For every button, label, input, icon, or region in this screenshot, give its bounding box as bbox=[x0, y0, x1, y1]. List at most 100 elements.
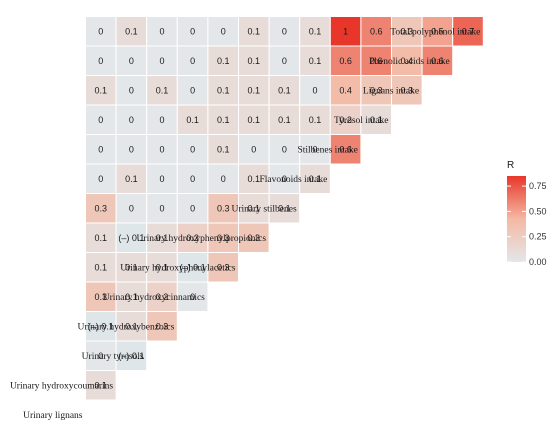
heatmap-cell bbox=[421, 16, 454, 47]
cell-value-label: 0.1 bbox=[217, 56, 230, 66]
cell-value-label: 0 bbox=[159, 26, 164, 36]
cell-value-label: (–) 0.1 bbox=[118, 233, 144, 243]
cell-value-label: 0.1 bbox=[156, 233, 169, 243]
cell-value-label: 0 bbox=[159, 56, 164, 66]
heatmap-cell bbox=[85, 193, 117, 224]
cell-value-label: (–) 0.1 bbox=[88, 321, 114, 331]
cell-value-label: (–) 0.1 bbox=[118, 351, 144, 361]
cell-value-label: 0 bbox=[129, 115, 134, 125]
variable-label: Flavonoids intake bbox=[259, 175, 327, 185]
heatmap-cell bbox=[452, 16, 484, 47]
heatmap-cell bbox=[299, 45, 331, 76]
cell-value-label: 0.1 bbox=[95, 233, 108, 243]
heatmap-cell bbox=[115, 45, 148, 76]
heatmap-cell bbox=[268, 104, 301, 135]
cell-value-label: 0 bbox=[190, 56, 195, 66]
heatmap-cell bbox=[299, 163, 331, 194]
heatmap-cell bbox=[115, 193, 148, 224]
heatmap-cell bbox=[146, 45, 178, 76]
cell-value-label: 0 bbox=[190, 203, 195, 213]
cell-value-label: 0 bbox=[190, 144, 195, 154]
heatmap-cell bbox=[299, 104, 331, 135]
cell-value-label: 0 bbox=[251, 144, 256, 154]
cell-value-label: 0 bbox=[312, 144, 317, 154]
cell-value-label: 0.1 bbox=[125, 262, 138, 272]
variable-labels: Urinary lignans Urinary hydroxycoumarins U… bbox=[10, 28, 480, 421]
cell-value-label: 0.1 bbox=[95, 262, 108, 272]
variable-label: Urinary hydroxycinnamics bbox=[103, 293, 205, 303]
cell-value-label: 0.1 bbox=[309, 56, 322, 66]
variable-label: Urinary hydroxycoumarins bbox=[10, 382, 113, 392]
variable-label: Urinary stilbenes bbox=[232, 205, 297, 215]
cell-value-label: 0 bbox=[312, 85, 317, 95]
cell-value-label: 1 bbox=[343, 26, 348, 36]
legend-tick-label: 0.00 bbox=[529, 257, 547, 267]
cell-value-label: 0.4 bbox=[339, 85, 352, 95]
variable-label: Urinary hydroxyphenylacetics bbox=[120, 264, 236, 274]
heatmap-cell bbox=[329, 134, 362, 165]
heatmap-cell bbox=[391, 75, 423, 106]
cell-value-label: 0.3 bbox=[156, 321, 169, 331]
cell-value-label: 0.1 bbox=[125, 26, 138, 36]
heatmap-cell bbox=[146, 252, 178, 283]
variable-label: Urinary hydroxybenzoics bbox=[77, 323, 174, 333]
cell-value-label: 0.6 bbox=[431, 56, 444, 66]
cell-value-label: 0.1 bbox=[248, 56, 261, 66]
heatmap-cell bbox=[238, 75, 270, 106]
cell-value-label: 0 bbox=[159, 174, 164, 184]
cell-value-label: 0.3 bbox=[370, 85, 383, 95]
cell-value-label: 0.3 bbox=[217, 233, 230, 243]
cell-value-label: 0.1 bbox=[186, 115, 199, 125]
cell-value-label: 0.6 bbox=[339, 56, 352, 66]
cell-value-label: 0.1 bbox=[309, 174, 322, 184]
cell-value-label: 0.3 bbox=[217, 203, 230, 213]
cell-value-label: 0.3 bbox=[248, 233, 261, 243]
cell-value-label: 0.1 bbox=[278, 85, 291, 95]
legend-colorbar bbox=[507, 176, 526, 262]
heatmap-cell bbox=[268, 75, 301, 106]
cell-value-label: 0 bbox=[221, 26, 226, 36]
heatmap-cell bbox=[176, 104, 209, 135]
heatmap-cell bbox=[207, 16, 239, 47]
variable-label: Urinary hydroxyphenylpropionics bbox=[137, 234, 267, 244]
cell-value-label: 0.6 bbox=[370, 56, 383, 66]
heatmap-cell bbox=[207, 252, 239, 283]
cell-value-label: 0 bbox=[98, 115, 103, 125]
heatmap-cell bbox=[115, 252, 148, 283]
heatmap-cell bbox=[207, 222, 239, 253]
cell-value-label: 0.1 bbox=[125, 292, 138, 302]
cell-value-label: 0.1 bbox=[278, 203, 291, 213]
variable-label: Tyrosol intake bbox=[334, 116, 388, 126]
cell-value-label: 0.1 bbox=[217, 115, 230, 125]
cell-value-label: 0.1 bbox=[125, 321, 138, 331]
cell-value-label: 0 bbox=[282, 174, 287, 184]
cell-value-label: 0.1 bbox=[248, 203, 261, 213]
heatmap-cell bbox=[238, 104, 270, 135]
heatmap-cell bbox=[85, 134, 117, 165]
cell-value-label: 0.1 bbox=[217, 144, 230, 154]
cell-value-label: 0 bbox=[129, 203, 134, 213]
cell-value-label: 0.2 bbox=[156, 292, 169, 302]
heatmap-cell bbox=[85, 75, 117, 106]
heatmap-cell bbox=[85, 281, 117, 312]
heatmap-cell bbox=[115, 222, 148, 253]
cell-value-label: (–) 0.1 bbox=[180, 262, 206, 272]
cell-value-label: 0.2 bbox=[339, 115, 352, 125]
cell-value-label: 0.3 bbox=[401, 26, 414, 36]
heatmap-cell bbox=[146, 104, 178, 135]
heatmap-cell bbox=[146, 222, 178, 253]
heatmap-cell bbox=[391, 16, 423, 47]
cell-value-label: 0 bbox=[129, 144, 134, 154]
cell-value-label: 0 bbox=[129, 85, 134, 95]
cell-value-label: 0 bbox=[98, 26, 103, 36]
cell-value-label: 0.1 bbox=[248, 174, 261, 184]
heatmap-cell bbox=[268, 45, 301, 76]
cell-value-label: 0.1 bbox=[278, 115, 291, 125]
heatmap-cell bbox=[115, 16, 148, 47]
heatmap-cell bbox=[360, 16, 392, 47]
heatmap-cell bbox=[146, 311, 178, 342]
heatmap-cell bbox=[85, 16, 117, 47]
cell-value-label: 0.1 bbox=[309, 115, 322, 125]
cell-value-label: 0 bbox=[190, 292, 195, 302]
legend-title: R bbox=[507, 160, 514, 171]
